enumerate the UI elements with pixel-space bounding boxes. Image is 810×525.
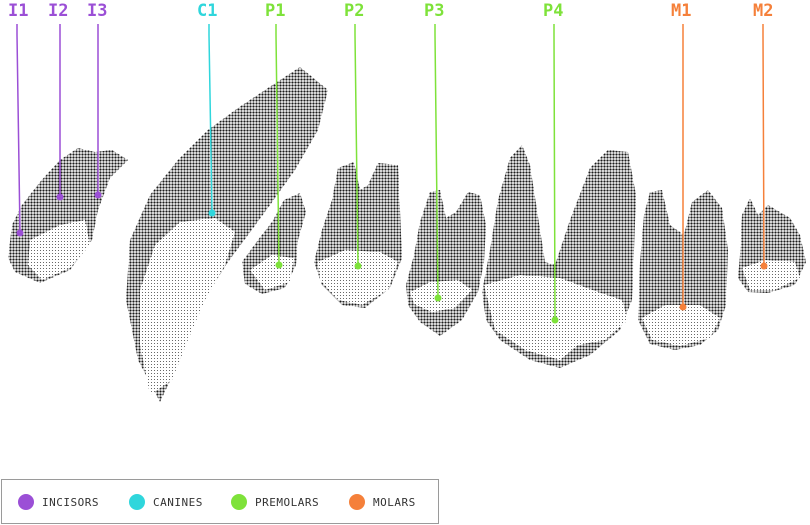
- leader-dot: [434, 294, 442, 302]
- molar-2-tooth: [738, 198, 806, 293]
- legend-item-incisors: INCISORS: [18, 493, 99, 511]
- label-I1: I1: [8, 1, 29, 21]
- leader-I1: [16, 24, 24, 237]
- legend: INCISORS CANINES PREMOLARS MOLARS: [1, 479, 439, 524]
- label-I2: I2: [48, 1, 69, 21]
- premolar-4-tooth: [482, 145, 636, 368]
- leader-dot: [679, 303, 687, 311]
- legend-label-premolars: PREMOLARS: [255, 495, 320, 509]
- leader-C1: [208, 24, 216, 217]
- tooth-p1-crown: [250, 255, 294, 290]
- tooth-p2-crown: [318, 250, 398, 305]
- leader-dot: [16, 229, 24, 237]
- premolar-1-tooth: [242, 193, 306, 294]
- label-P1: P1: [265, 1, 286, 21]
- tooth-m2-crown: [742, 260, 800, 290]
- leader-I3: [94, 24, 102, 199]
- incisors-teeth: [8, 148, 128, 283]
- leader-line: [762, 24, 765, 267]
- leader-M2: [760, 24, 768, 270]
- legend-label-incisors: INCISORS: [42, 495, 99, 509]
- legend-item-canines: CANINES: [129, 493, 203, 511]
- leader-M1: [679, 24, 687, 311]
- label-M2: M2: [753, 1, 774, 21]
- label-P4: P4: [543, 1, 564, 21]
- label-I3: I3: [87, 1, 108, 21]
- legend-dot-molars: [349, 494, 365, 510]
- label-P3: P3: [424, 1, 445, 21]
- tooth-p3-crown: [410, 280, 472, 312]
- leader-P4: [551, 24, 559, 324]
- legend-dot-canines: [129, 494, 145, 510]
- leader-line: [208, 24, 213, 214]
- label-C1: C1: [197, 1, 218, 21]
- leader-dot: [208, 209, 216, 217]
- leader-dot: [56, 193, 64, 201]
- leader-dot: [275, 261, 283, 269]
- leader-P1: [275, 24, 283, 269]
- label-P2: P2: [344, 1, 365, 21]
- leader-line: [275, 24, 280, 266]
- leader-dot: [760, 262, 768, 270]
- label-M1: M1: [671, 1, 692, 21]
- tooth-incisors-crown: [28, 220, 90, 280]
- leader-line: [434, 24, 439, 299]
- leader-lines: [16, 24, 768, 324]
- leader-dot: [354, 262, 362, 270]
- legend-item-premolars: PREMOLARS: [231, 493, 319, 511]
- legend-dot-premolars: [231, 494, 247, 510]
- tooth-p3-shape: [406, 190, 486, 336]
- tooth-canine-enamel: [140, 218, 235, 395]
- leader-P3: [434, 24, 442, 302]
- legend-dot-incisors: [18, 494, 34, 510]
- premolar-3-tooth: [406, 190, 486, 336]
- leader-dot: [94, 191, 102, 199]
- leader-line: [16, 24, 21, 234]
- legend-item-molars: MOLARS: [349, 493, 416, 511]
- legend-label-molars: MOLARS: [373, 495, 416, 509]
- leader-dot: [551, 316, 559, 324]
- leader-I2: [56, 24, 64, 201]
- leader-line: [553, 24, 556, 321]
- tooth-m1-crown: [642, 305, 720, 346]
- legend-label-canines: CANINES: [153, 495, 203, 509]
- leader-line: [354, 24, 359, 267]
- leader-P2: [354, 24, 362, 270]
